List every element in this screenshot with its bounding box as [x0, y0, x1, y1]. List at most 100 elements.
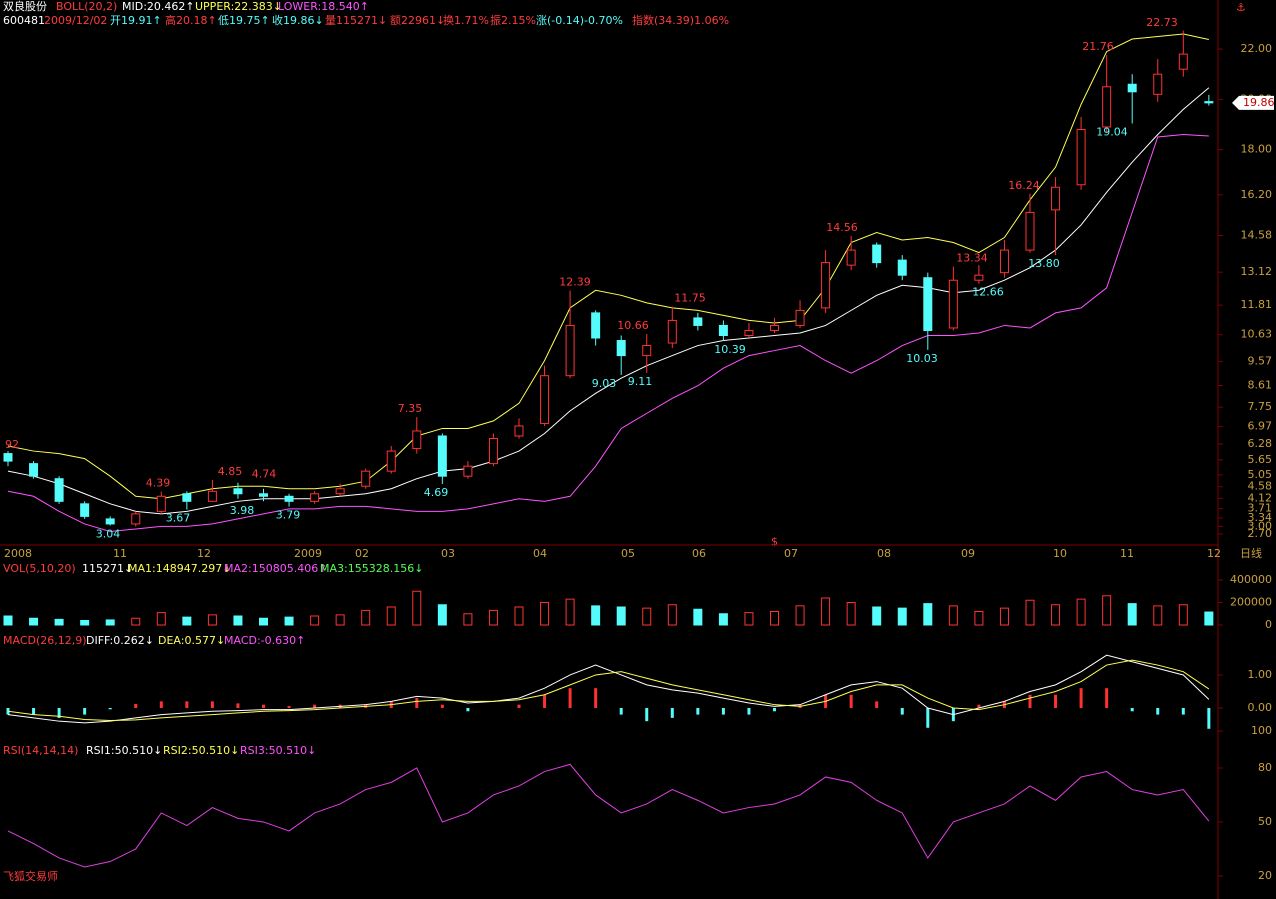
candle-body [386, 450, 396, 472]
high: 高20.18↑ [165, 13, 217, 27]
mid-value: MID:20.462↑ [122, 0, 195, 13]
candle-body [233, 488, 243, 495]
candle-body [872, 244, 882, 264]
y-tick-label: 4.12 [1248, 491, 1273, 504]
y-tick-label: 1.00 [1248, 668, 1273, 681]
x-tick-label: 08 [877, 547, 891, 560]
volume-bar [361, 609, 371, 626]
y-tick-label: 3.71 [1248, 502, 1273, 515]
volume-bar [744, 612, 754, 626]
vol-ma1: MA1:148947.297↓ [128, 562, 231, 575]
quote-header: 600481 2009/12/02 开19.91↑ 高20.18↑ 低19.75… [3, 13, 729, 27]
candle-body [463, 465, 473, 477]
candle-body [1153, 73, 1163, 95]
volume-bar [207, 614, 217, 626]
volume-bar [488, 609, 498, 626]
price-annotation: 4.74 [252, 468, 277, 481]
vol-title: VOL(5,10,20) [3, 562, 76, 575]
price-annotation: 22.73 [1146, 16, 1178, 29]
y-tick-label: 4.58 [1248, 480, 1273, 493]
candle-body [693, 317, 703, 326]
turnover: 换1.71% [443, 13, 489, 27]
volume-bar [897, 607, 907, 626]
volume-bar [974, 611, 984, 626]
volume-bar [156, 612, 166, 626]
price-annotation: 12.39 [559, 276, 591, 289]
vol-ma2: MA2:150805.406↑ [224, 562, 327, 575]
series-line [7, 33, 1209, 500]
candle-body [1204, 101, 1214, 104]
volume-bar [1025, 599, 1035, 626]
volume-bar [131, 617, 141, 626]
footer: 飞狐交易师 [3, 869, 58, 883]
price-annotation: 13.80 [1028, 257, 1060, 270]
amount: 额22961↓ [390, 14, 445, 27]
index: 指数(34.39)1.06% [632, 13, 729, 27]
y-tick-label: 0 [1265, 618, 1272, 631]
x-tick-label: 02 [355, 547, 369, 560]
candle-body [897, 259, 907, 276]
price-annotation: 21.76 [1082, 40, 1114, 53]
price-annotation: 3.79 [276, 509, 301, 522]
series-line [7, 763, 1210, 868]
y-tick-label: 6.28 [1248, 437, 1273, 450]
y-tick-label: 8.61 [1248, 378, 1273, 391]
volume-bar [693, 608, 703, 626]
candle-body [54, 478, 64, 502]
candle-body [718, 324, 728, 336]
price-annotation: 16.24 [1008, 179, 1040, 192]
price-annotation: 11.75 [674, 292, 706, 305]
candle-body [770, 324, 779, 331]
candle-body [642, 345, 652, 357]
y-tick-label: 100 [1251, 724, 1272, 737]
close: 收19.86↓ [272, 13, 324, 27]
volume-bar [1051, 604, 1061, 626]
candle-body [744, 329, 754, 336]
volume-bar [412, 590, 422, 626]
candle-body [948, 279, 958, 329]
price-annotation: 9.03 [592, 377, 617, 390]
y-tick-label: 14.58 [1241, 229, 1273, 242]
volume-bar [3, 615, 13, 626]
candle-body [999, 249, 1009, 274]
volume-bar [1204, 611, 1214, 626]
x-tick-label: 05 [621, 547, 635, 560]
candle-body [259, 493, 268, 497]
candle-body [821, 262, 831, 309]
low: 低19.75↑ [218, 14, 270, 27]
candle-body [846, 249, 856, 266]
volume-bar [1127, 603, 1137, 626]
candle-body [1178, 53, 1188, 70]
price-annotation: 14.56 [826, 221, 858, 234]
y-tick-label: 20 [1258, 869, 1272, 882]
y-tick-label: 16.20 [1241, 188, 1273, 201]
candle-body [488, 438, 498, 465]
x-tick-label: 07 [784, 547, 798, 560]
boll-header: 双良股份 BOLL(20,2) MID:20.462↑ UPPER:22.383… [3, 0, 369, 13]
series-line [7, 654, 1210, 724]
volume-bar [591, 605, 601, 626]
vol-ma3: MA3:155328.156↓ [320, 562, 423, 575]
candle-body [207, 490, 217, 502]
volume-bar [54, 618, 64, 626]
price-annotation: 19.04 [1096, 125, 1128, 138]
volume-bar [310, 615, 320, 626]
upper-value: UPPER:22.383↓ [195, 0, 282, 13]
price-annotation: 3.04 [96, 527, 121, 540]
x-tick-label: 12 [1207, 547, 1221, 560]
amplitude: 振2.15% [490, 13, 536, 27]
price-annotation: 4.69 [424, 486, 449, 499]
candle-body [335, 488, 345, 495]
last-price-box [1232, 95, 1274, 110]
volume-bar [565, 598, 575, 626]
price-annotation: 10.66 [617, 319, 649, 332]
x-tick-label: 11 [1120, 547, 1134, 560]
rsi3-value: RSI3:50.510↓ [240, 744, 316, 757]
candle-body [667, 319, 677, 344]
date: 2009/12/02 [44, 14, 107, 27]
volume-bar [514, 606, 524, 626]
candle-body [974, 274, 984, 281]
volume-bar [718, 613, 728, 626]
anchor-icon: ⚓ [1236, 1, 1246, 14]
